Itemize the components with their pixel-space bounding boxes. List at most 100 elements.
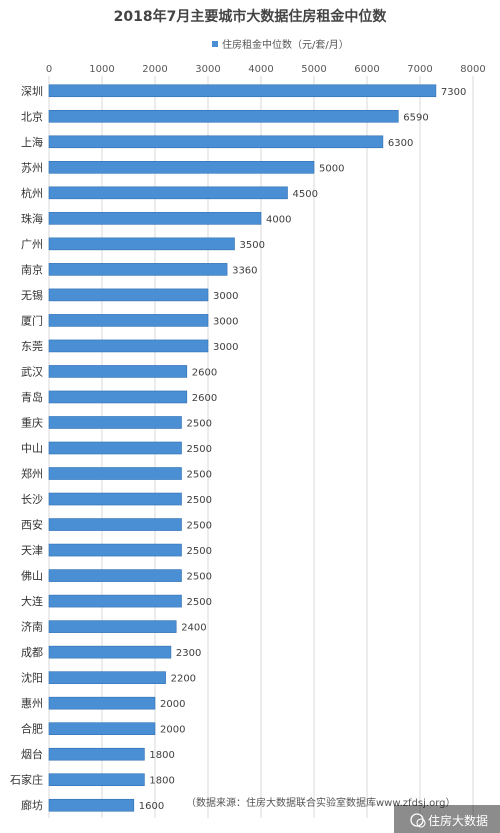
bar: [48, 212, 262, 225]
category-label: 郑州: [21, 467, 43, 481]
x-tick-label: 6000: [354, 64, 379, 75]
x-tick-label: 4000: [248, 64, 273, 75]
bar: [48, 263, 228, 276]
data-label: 2600: [192, 367, 217, 378]
category-label: 深圳: [21, 85, 43, 98]
legend-swatch: [212, 41, 218, 47]
category-label: 石家庄: [10, 773, 43, 787]
data-label: 2500: [187, 470, 212, 481]
data-label: 3000: [213, 291, 238, 302]
bar: [48, 722, 156, 735]
data-label: 1800: [149, 776, 174, 787]
data-label: 3360: [232, 265, 257, 276]
bar: [48, 135, 384, 149]
category-label: 珠海: [21, 211, 43, 225]
data-label: 2500: [187, 418, 212, 429]
data-label: 7300: [441, 87, 466, 98]
x-tick-label: 8000: [460, 64, 485, 75]
bar: [48, 492, 182, 506]
category-label: 合肥: [21, 722, 43, 736]
data-label: 5000: [319, 163, 344, 174]
x-tick-label: 1000: [89, 64, 114, 75]
data-label: 6590: [403, 112, 428, 123]
chart-title: 2018年7月主要城市大数据住房租金中位数: [114, 8, 388, 25]
data-label: 2500: [187, 521, 212, 532]
x-tick-label: 5000: [301, 64, 326, 75]
data-label: 2500: [187, 546, 212, 557]
data-label: 2000: [160, 725, 185, 736]
category-label: 广州: [21, 238, 43, 251]
watermark-text: 住房大数据: [428, 813, 488, 828]
category-label: 长沙: [21, 493, 43, 506]
data-label: 2500: [187, 572, 212, 583]
bar: [48, 365, 188, 378]
bar: [48, 237, 235, 251]
data-label: 1600: [139, 801, 164, 812]
bar: [48, 467, 182, 480]
legend: 住房租金中位数（元/套/月）: [212, 38, 349, 51]
wechat-icon: [410, 813, 424, 827]
bar: [48, 109, 399, 123]
bar: [48, 594, 182, 608]
bar: [48, 314, 209, 327]
category-label: 厦门: [21, 313, 43, 327]
source-note: （数据来源：住房大数据联合实验室数据库www.zfdsj.org）: [186, 796, 455, 809]
category-label: 济南: [21, 620, 43, 634]
bar: [48, 161, 315, 174]
bar: [48, 288, 209, 302]
data-label: 6300: [388, 138, 413, 149]
category-label: 西安: [21, 518, 43, 532]
bar: [48, 773, 145, 787]
bar: [48, 339, 209, 353]
wechat-icon-inner: [416, 818, 426, 828]
bar: [48, 798, 135, 812]
category-label: 无锡: [21, 288, 43, 302]
category-label: 南京: [21, 262, 43, 276]
category-label: 武汉: [21, 365, 43, 378]
data-label: 2600: [192, 393, 217, 404]
data-label: 2000: [160, 699, 185, 710]
x-tick-label: 3000: [195, 64, 220, 75]
category-label: 成都: [21, 646, 43, 659]
data-label: 2500: [187, 444, 212, 455]
data-label: 2500: [187, 597, 212, 608]
bar: [48, 645, 172, 659]
bar: [48, 620, 177, 633]
category-label: 北京: [21, 109, 43, 123]
category-label: 重庆: [21, 415, 43, 429]
category-label: 佛山: [21, 570, 43, 583]
bar: [48, 518, 182, 531]
category-label: 上海: [21, 135, 43, 149]
data-label: 3000: [213, 342, 238, 353]
bar: [48, 416, 182, 429]
bar: [48, 747, 145, 761]
bar: [48, 671, 166, 684]
x-tick-label: 2000: [142, 64, 167, 75]
data-label: 1800: [149, 750, 174, 761]
bar: [48, 84, 437, 98]
data-label: 3000: [213, 316, 238, 327]
bar: [48, 569, 182, 582]
legend-label: 住房租金中位数（元/套/月）: [222, 38, 349, 51]
category-label: 廊坊: [21, 798, 43, 812]
bar: [48, 441, 182, 455]
category-label: 天津: [21, 544, 43, 557]
data-label: 4500: [293, 189, 318, 200]
bar: [48, 186, 288, 200]
category-label: 中山: [21, 442, 43, 455]
category-label: 青岛: [21, 390, 43, 404]
data-label: 2200: [171, 674, 196, 685]
category-label: 烟台: [21, 747, 43, 761]
data-label: 2400: [181, 623, 206, 634]
data-label: 2300: [176, 648, 201, 659]
bar: [48, 696, 156, 710]
category-label: 惠州: [21, 696, 43, 710]
category-label: 杭州: [21, 186, 43, 200]
data-label: 3500: [240, 240, 265, 251]
category-label: 东莞: [21, 340, 43, 353]
bar: [48, 390, 188, 404]
category-label: 沈阳: [21, 671, 43, 685]
x-tick-label: 0: [46, 64, 52, 75]
bar: [48, 543, 182, 557]
